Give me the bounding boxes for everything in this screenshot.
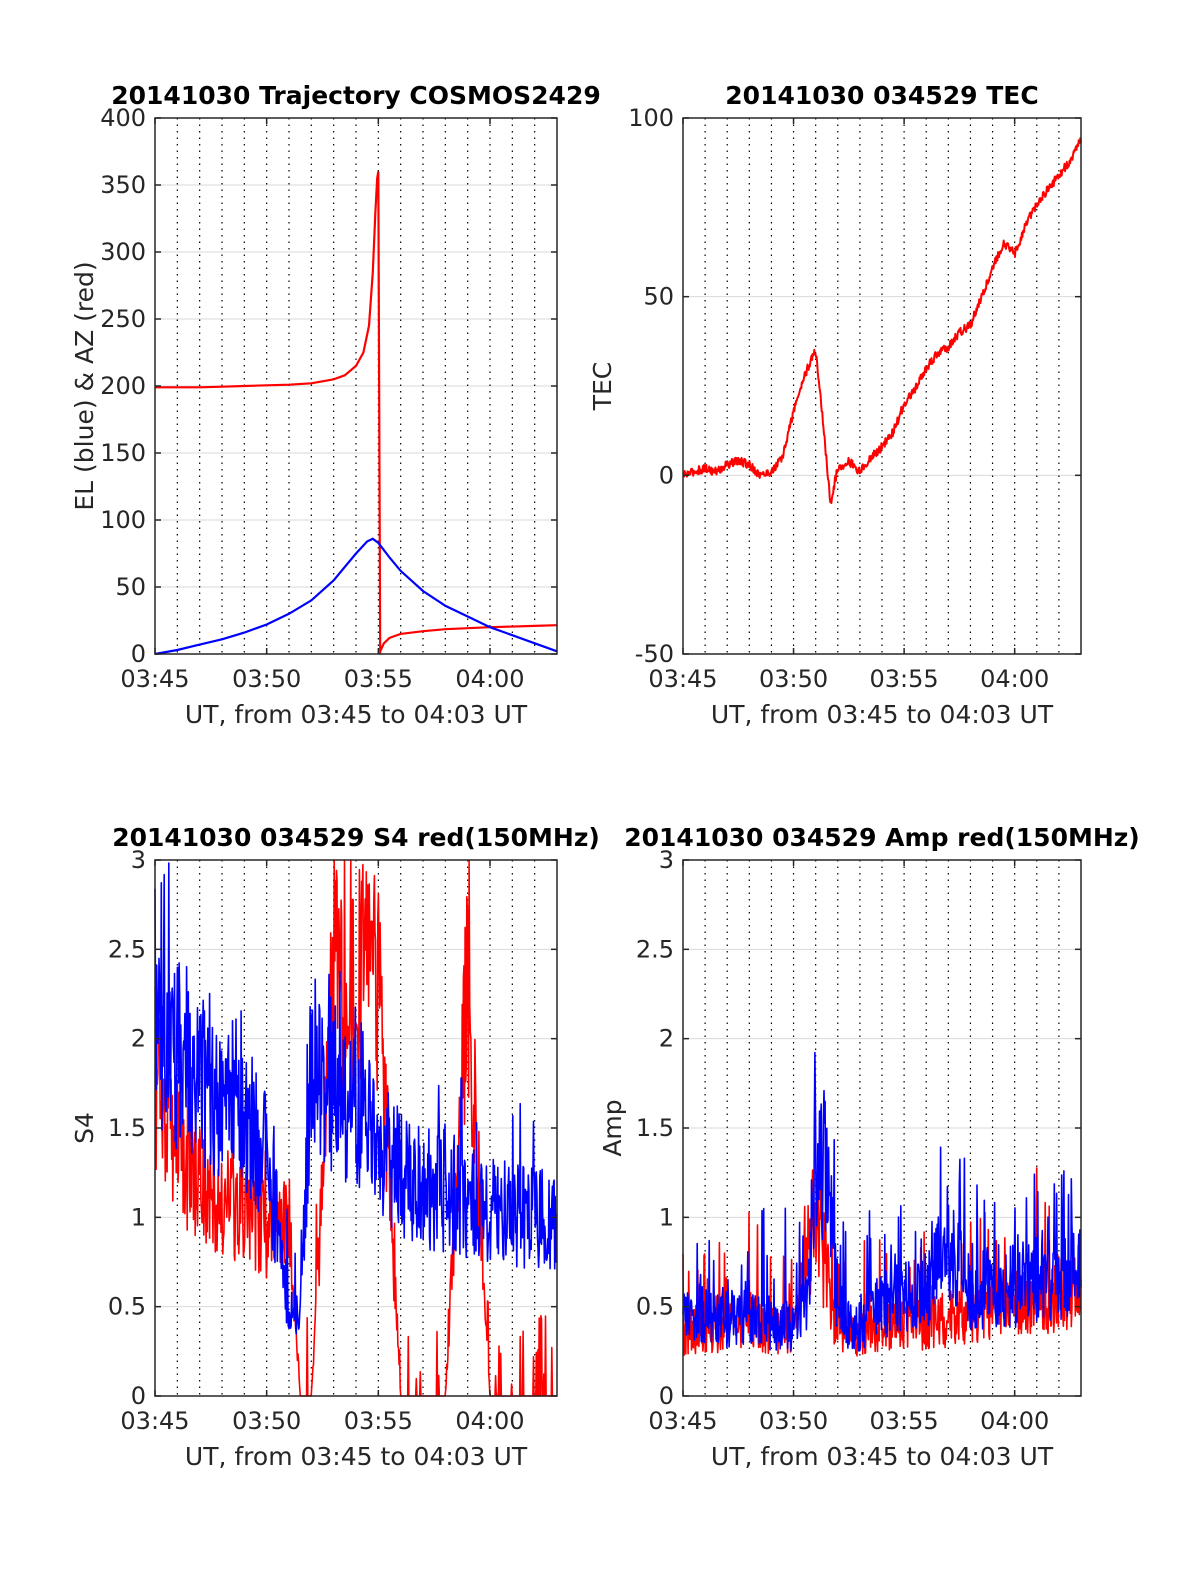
ytick-label-1: 0.5	[636, 1293, 674, 1321]
chart-title: 20141030 034529 TEC	[725, 81, 1038, 110]
x-axis-label: UT, from 03:45 to 04:03 UT	[711, 700, 1054, 729]
ytick-label-2: 50	[643, 283, 674, 311]
chart-title: 20141030 Trajectory COSMOS2429	[111, 81, 601, 110]
axes-frame	[682, 117, 1082, 655]
panel-0: 0 50 100 150 200 250 300 350 400 03:45 03:50 03:55 0…	[70, 81, 601, 729]
x-axis-label: UT, from 03:45 to 04:03 UT	[185, 1442, 528, 1471]
xtick-label-0: 03:45	[120, 1407, 189, 1435]
ytick-label-0: 0	[659, 1382, 674, 1410]
xtick-label-1: 03:50	[759, 665, 828, 693]
ytick-label-1: 0.5	[108, 1293, 146, 1321]
ytick-label-5: 2.5	[636, 935, 674, 963]
ytick-label-8: 400	[100, 104, 146, 132]
xtick-label-0: 03:45	[648, 665, 717, 693]
chart-title: 20141030 034529 Amp red(150MHz)	[624, 823, 1140, 852]
ytick-label-4: 200	[100, 372, 146, 400]
ytick-label-3: 1.5	[108, 1114, 146, 1142]
series-1	[154, 537, 558, 656]
ytick-label-4: 2	[131, 1025, 146, 1053]
y-axis-label: S4	[70, 1112, 99, 1144]
ytick-label-2: 1	[659, 1203, 674, 1231]
xtick-label-2: 03:55	[870, 1407, 939, 1435]
x-axis-label: UT, from 03:45 to 04:03 UT	[185, 700, 528, 729]
ytick-label-0: -50	[635, 640, 674, 668]
ytick-label-0: 0	[131, 1382, 146, 1410]
ytick-label-1: 50	[115, 573, 146, 601]
series-1	[682, 1051, 1082, 1352]
ytick-label-2: 100	[100, 506, 146, 534]
xtick-label-1: 03:50	[759, 1407, 828, 1435]
series-0	[155, 171, 558, 655]
y-axis-label: EL (blue) & AZ (red)	[70, 261, 99, 510]
ytick-label-5: 2.5	[108, 935, 146, 963]
ytick-label-5: 250	[100, 305, 146, 333]
series-0	[682, 137, 1082, 504]
panel-3: 0 0.5 1 1.5 2 2.5 3 03:45 03:50 03:55 04:00 2014103…	[598, 823, 1140, 1471]
y-axis-label: TEC	[588, 362, 617, 412]
ytick-label-6: 3	[659, 846, 674, 874]
xtick-label-3: 04:00	[980, 665, 1049, 693]
x-axis-label: UT, from 03:45 to 04:03 UT	[711, 1442, 1054, 1471]
xtick-label-3: 04:00	[980, 1407, 1049, 1435]
ytick-label-4: 2	[659, 1025, 674, 1053]
xtick-label-2: 03:55	[344, 1407, 413, 1435]
chart-title: 20141030 034529 S4 red(150MHz)	[112, 823, 600, 852]
ytick-label-6: 300	[100, 238, 146, 266]
y-axis-label: Amp	[598, 1099, 627, 1156]
xtick-label-3: 04:00	[455, 665, 524, 693]
xtick-label-3: 04:00	[455, 1407, 524, 1435]
ytick-label-1: 0	[659, 461, 674, 489]
xtick-label-2: 03:55	[344, 665, 413, 693]
xtick-label-2: 03:55	[870, 665, 939, 693]
xtick-label-0: 03:45	[648, 1407, 717, 1435]
xtick-label-1: 03:50	[232, 1407, 301, 1435]
ytick-label-2: 1	[131, 1203, 146, 1231]
ytick-label-7: 350	[100, 171, 146, 199]
ytick-label-3: 150	[100, 439, 146, 467]
ytick-label-3: 100	[628, 104, 674, 132]
panel-2: 0 0.5 1 1.5 2 2.5 3 03:45 03:50 03:55 04:00 2014103…	[70, 823, 600, 1471]
ytick-label-0: 0	[131, 640, 146, 668]
ytick-label-6: 3	[131, 846, 146, 874]
xtick-label-1: 03:50	[232, 665, 301, 693]
series-1	[154, 862, 558, 1335]
panel-1: -50 0 50 100 03:45 03:50 03:55 04:00 20141030 03…	[588, 81, 1082, 729]
ytick-label-3: 1.5	[636, 1114, 674, 1142]
xtick-label-0: 03:45	[120, 665, 189, 693]
